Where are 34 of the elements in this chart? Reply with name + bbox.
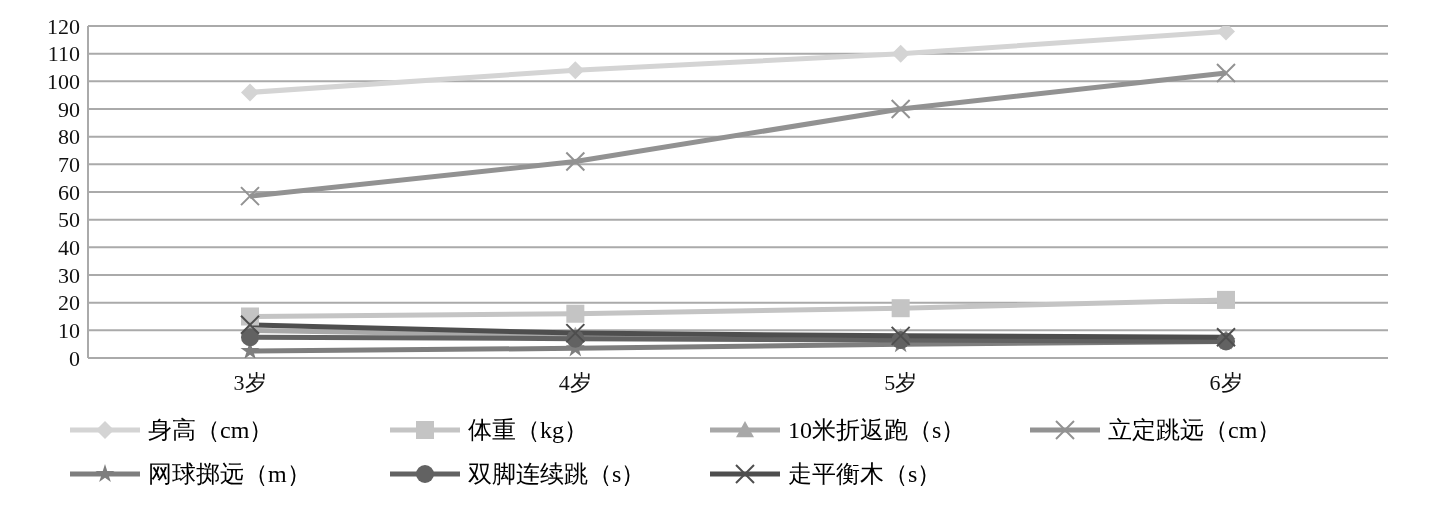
point xyxy=(1216,63,1236,84)
y-tick-label: 10 xyxy=(58,318,80,344)
y-tick-label: 70 xyxy=(58,152,80,178)
x-tick-label: 6岁 xyxy=(1209,369,1243,395)
legend-label: 立定跳远（cm） xyxy=(1108,416,1282,445)
y-tick-label: 50 xyxy=(58,207,80,233)
legend-label: 体重（kg） xyxy=(468,416,588,445)
legend-label: 网球掷远（m） xyxy=(148,460,311,489)
y-tick-label: 20 xyxy=(58,290,80,316)
point xyxy=(1217,290,1235,309)
point xyxy=(241,328,259,347)
point xyxy=(240,314,260,335)
legend-label: 10米折返跑（s） xyxy=(788,416,966,445)
y-tick-label: 40 xyxy=(58,235,80,261)
point xyxy=(240,186,260,207)
point xyxy=(565,151,586,172)
x-tick-label: 3岁 xyxy=(233,369,267,395)
y-tick-label: 80 xyxy=(58,124,80,150)
legend-label: 双脚连续跳（s） xyxy=(468,460,646,489)
y-tick-label: 100 xyxy=(47,69,80,95)
y-tick-label: 120 xyxy=(47,13,80,39)
y-tick-label: 0 xyxy=(69,345,80,371)
legend-label: 走平衡木（s） xyxy=(788,460,942,489)
point xyxy=(241,83,259,102)
y-tick-label: 60 xyxy=(58,179,80,205)
y-tick-label: 30 xyxy=(58,262,80,288)
point xyxy=(890,99,911,119)
y-tick-label: 90 xyxy=(58,96,80,122)
point xyxy=(566,304,585,323)
y-tick-label: 110 xyxy=(47,41,80,67)
x-tick-label: 5岁 xyxy=(884,369,918,395)
point xyxy=(891,299,910,318)
x-tick-label: 4岁 xyxy=(558,369,592,395)
legend-label: 身高（cm） xyxy=(148,416,274,445)
